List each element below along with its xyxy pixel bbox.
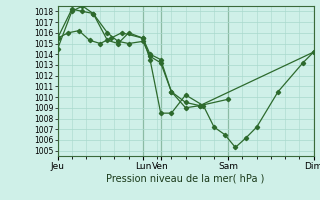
X-axis label: Pression niveau de la mer( hPa ): Pression niveau de la mer( hPa ) bbox=[107, 173, 265, 183]
